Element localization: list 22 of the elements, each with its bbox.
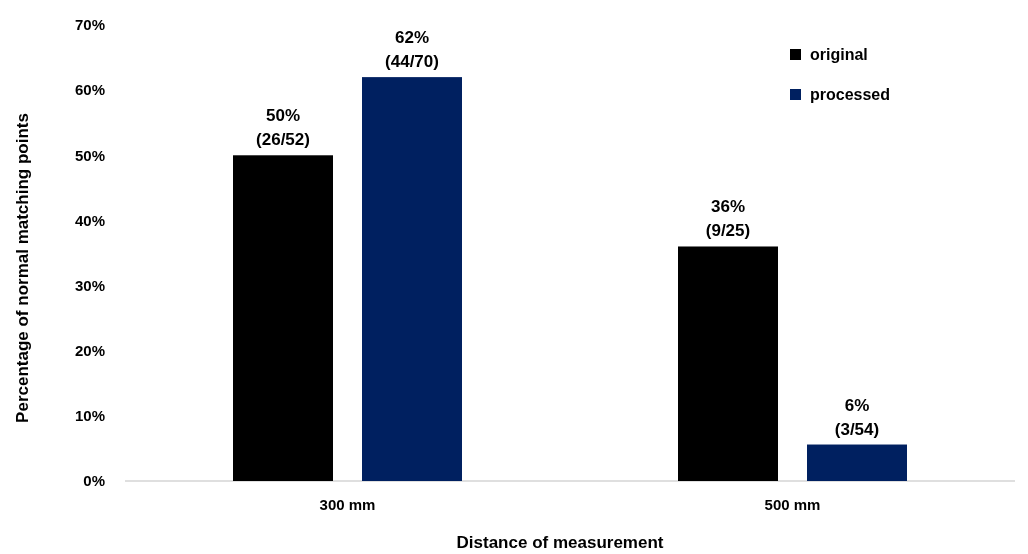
y-tick-label: 10% — [74, 407, 105, 425]
data-label: 36% (9/25) — [705, 197, 751, 241]
bar — [362, 77, 462, 481]
legend-label: original — [810, 46, 868, 63]
y-tick-label: 40% — [74, 211, 105, 229]
x-tick-label: 300 mm — [319, 495, 376, 513]
bar — [233, 155, 333, 481]
x-axis-title: Distance of measurement — [456, 533, 664, 552]
data-label: 6% (3/54) — [834, 395, 880, 439]
data-label: 50% (26/52) — [256, 106, 310, 150]
y-tick-label: 20% — [74, 342, 105, 360]
legend-label: processed — [810, 86, 891, 103]
y-axis-title: Percentage of normal matching points — [13, 113, 32, 423]
y-tick-label: 60% — [74, 81, 105, 99]
y-tick-label: 30% — [74, 276, 105, 294]
y-tick-label: 0% — [83, 472, 105, 490]
x-tick-label: 500 mm — [764, 495, 821, 513]
bar — [807, 444, 907, 481]
data-label: 62% (44/70) — [385, 28, 439, 72]
y-tick-label: 50% — [74, 146, 105, 164]
y-tick-label: 70% — [74, 16, 105, 34]
bar — [678, 246, 778, 481]
